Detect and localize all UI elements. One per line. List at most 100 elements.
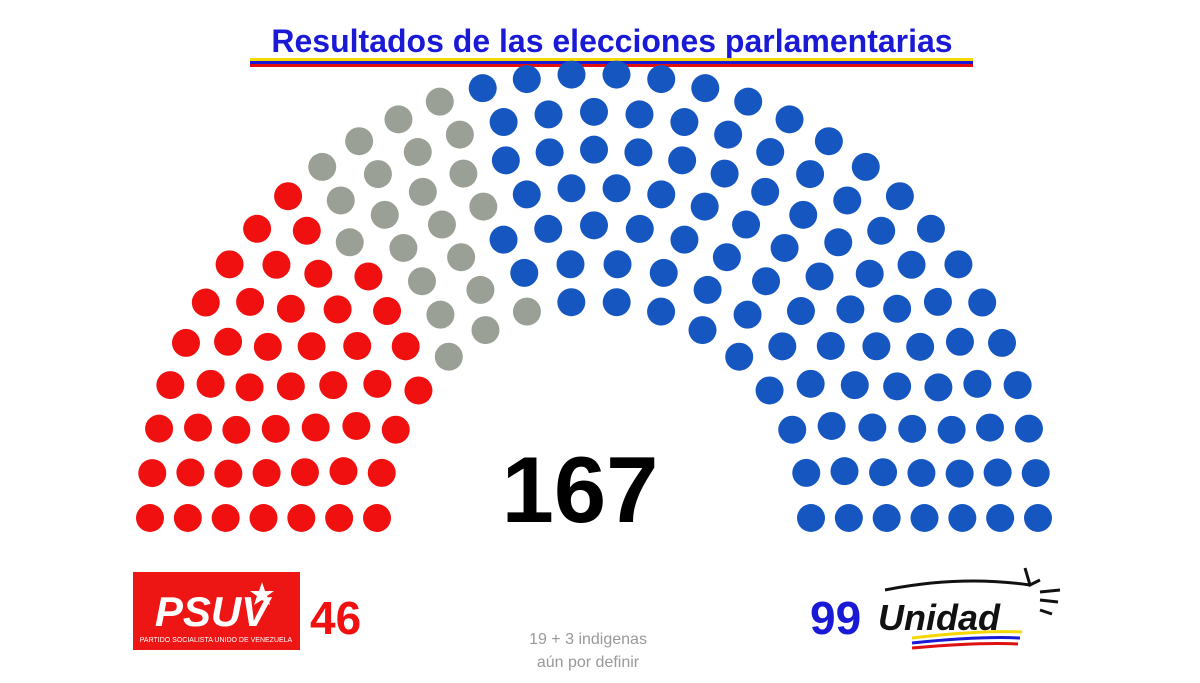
seat	[274, 182, 303, 211]
seat	[647, 65, 676, 94]
seat	[403, 138, 432, 167]
seat	[858, 413, 887, 442]
logo-hand	[884, 567, 1061, 616]
seat	[512, 180, 541, 209]
flag-stripe	[250, 58, 973, 61]
seat	[249, 504, 278, 532]
seat	[471, 316, 500, 345]
seat	[373, 297, 402, 326]
seat	[693, 275, 722, 304]
seat	[434, 342, 463, 371]
seat	[923, 287, 952, 316]
seat	[907, 458, 936, 487]
seat	[319, 371, 348, 400]
logo-swoosh	[911, 636, 1021, 645]
seat	[243, 214, 272, 243]
seat	[138, 459, 167, 488]
seat	[326, 186, 355, 215]
seat	[883, 372, 912, 401]
seat	[725, 342, 754, 371]
seat	[381, 415, 410, 444]
seat	[404, 376, 433, 405]
seat	[814, 127, 843, 156]
seat	[983, 458, 1012, 487]
seat	[253, 332, 282, 361]
seat	[1021, 459, 1050, 488]
seat	[768, 332, 797, 361]
seat	[770, 233, 799, 262]
seat	[145, 414, 174, 443]
seat	[557, 60, 586, 89]
seat	[491, 146, 520, 175]
seat	[851, 152, 880, 181]
seat	[690, 192, 719, 221]
seat	[580, 135, 608, 164]
seat	[897, 250, 926, 279]
seat	[191, 288, 220, 317]
seat	[797, 504, 825, 532]
logo-swoosh	[911, 630, 1023, 640]
seat	[173, 504, 202, 532]
seat	[732, 210, 761, 239]
seat	[363, 504, 391, 532]
chart-title: Resultados de las elecciones parlamentar…	[271, 23, 952, 59]
seat	[647, 180, 676, 209]
note-line: 19 + 3 indigenas	[529, 631, 647, 648]
seat	[910, 504, 939, 532]
seat	[752, 267, 781, 296]
seat	[214, 459, 243, 488]
seat	[945, 327, 974, 356]
seat	[786, 297, 815, 326]
seat	[602, 174, 631, 203]
seat	[510, 258, 539, 287]
seat	[235, 373, 264, 402]
seat	[323, 295, 352, 324]
seat	[833, 186, 862, 215]
seat	[840, 371, 869, 400]
seat	[796, 369, 825, 398]
seat	[688, 316, 717, 345]
seat	[345, 127, 374, 156]
seat	[534, 100, 563, 129]
seat	[867, 216, 896, 245]
seat	[367, 458, 396, 487]
psuv-logo	[133, 572, 300, 650]
seat	[342, 411, 371, 440]
seat	[710, 159, 739, 188]
seat	[1003, 371, 1032, 400]
seat	[805, 262, 834, 291]
seat	[535, 138, 564, 167]
seat	[817, 411, 846, 440]
seat	[252, 458, 281, 487]
seat	[445, 120, 474, 149]
seat	[885, 182, 914, 211]
seat	[649, 258, 678, 287]
seat	[670, 108, 699, 137]
seat	[389, 233, 418, 262]
seat	[384, 105, 413, 134]
seat	[425, 87, 454, 116]
seat	[489, 225, 518, 254]
seat	[156, 371, 185, 400]
seat	[1014, 414, 1043, 443]
seat	[789, 200, 818, 229]
seat	[602, 60, 631, 89]
note-line: aún por definir	[537, 654, 640, 671]
seat	[407, 267, 436, 296]
seat	[924, 373, 953, 402]
seat	[963, 369, 992, 398]
seat	[335, 228, 364, 257]
seat	[830, 457, 859, 486]
total-seats: 167	[502, 437, 659, 542]
seat	[196, 369, 225, 398]
seat	[836, 295, 865, 324]
seat	[261, 414, 290, 443]
seat	[712, 243, 741, 272]
seat	[898, 414, 927, 443]
seat	[534, 214, 563, 243]
seat	[975, 413, 1004, 442]
seat	[211, 504, 240, 532]
seat	[580, 211, 608, 240]
seat	[714, 120, 743, 149]
